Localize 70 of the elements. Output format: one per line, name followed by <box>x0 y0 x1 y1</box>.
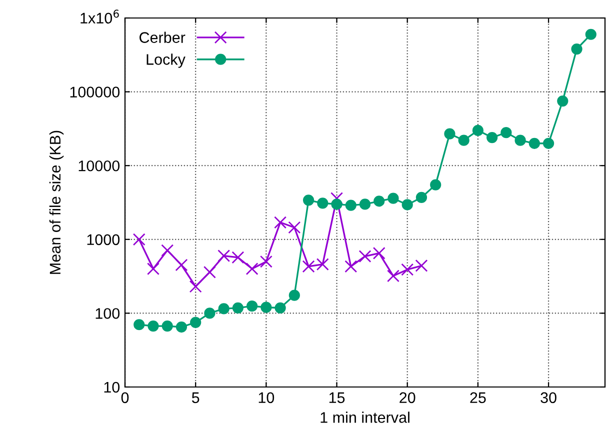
point <box>148 320 159 332</box>
point <box>288 290 300 301</box>
legend-label: Cerber <box>140 32 186 43</box>
point <box>386 270 400 282</box>
legend-label: Locky <box>146 54 186 68</box>
point <box>134 319 145 330</box>
point <box>218 250 230 262</box>
point <box>161 244 174 257</box>
point <box>416 192 428 204</box>
x-tick-label: 20 <box>400 392 416 404</box>
point <box>585 28 596 40</box>
point <box>430 179 442 190</box>
y-tick-label: 100 <box>96 308 120 319</box>
x-tick-label: 0 <box>121 392 129 404</box>
point <box>288 221 301 234</box>
point <box>388 192 399 204</box>
point <box>571 43 582 55</box>
point <box>486 132 498 144</box>
point <box>472 124 484 136</box>
point <box>162 320 173 332</box>
point <box>345 200 356 211</box>
point <box>528 138 540 149</box>
x-axis-title: 1 min interval <box>320 412 410 423</box>
point <box>402 199 413 210</box>
point <box>204 308 216 319</box>
point <box>146 262 160 276</box>
y-axis-title: Mean of file size (KB) <box>49 130 64 274</box>
x-tick-label: 15 <box>329 392 345 404</box>
point <box>358 250 372 263</box>
point <box>302 194 314 206</box>
point <box>444 128 456 140</box>
point <box>374 196 385 207</box>
y-tick-label: 10 <box>104 382 120 393</box>
point <box>246 262 258 276</box>
point <box>189 280 202 293</box>
point <box>232 302 244 314</box>
point <box>415 259 428 272</box>
point <box>302 260 315 273</box>
point <box>458 134 470 146</box>
point <box>232 251 244 264</box>
point <box>359 198 371 210</box>
x-tick-label: 25 <box>470 392 486 404</box>
point <box>260 302 272 313</box>
point <box>246 300 258 312</box>
point <box>401 263 414 276</box>
point <box>514 134 526 146</box>
point <box>260 255 272 268</box>
point <box>274 216 287 229</box>
point <box>500 127 512 138</box>
point <box>542 138 554 149</box>
point <box>316 258 329 271</box>
point <box>557 95 568 107</box>
point <box>190 316 202 328</box>
y-tick-label: 1000 <box>87 234 120 246</box>
point <box>176 321 188 333</box>
point <box>344 260 358 273</box>
point <box>218 303 230 314</box>
y-tick-label: 100000 <box>70 86 120 98</box>
point <box>331 198 342 210</box>
point <box>132 233 146 246</box>
point <box>175 258 188 272</box>
y-tick-label: 10000 <box>78 160 120 172</box>
point <box>372 246 386 260</box>
y-tick-label: 1x10$^{6}$ <box>80 10 119 24</box>
point <box>203 266 216 278</box>
x-tick-label: 5 <box>192 392 200 404</box>
point <box>317 198 328 209</box>
point <box>274 302 286 314</box>
x-tick-label: 10 <box>258 392 274 404</box>
x-tick-label: 30 <box>540 392 556 404</box>
